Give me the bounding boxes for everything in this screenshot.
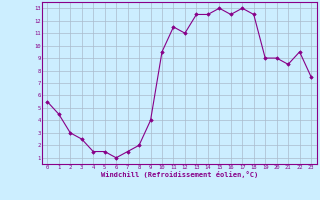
X-axis label: Windchill (Refroidissement éolien,°C): Windchill (Refroidissement éolien,°C) — [100, 171, 258, 178]
